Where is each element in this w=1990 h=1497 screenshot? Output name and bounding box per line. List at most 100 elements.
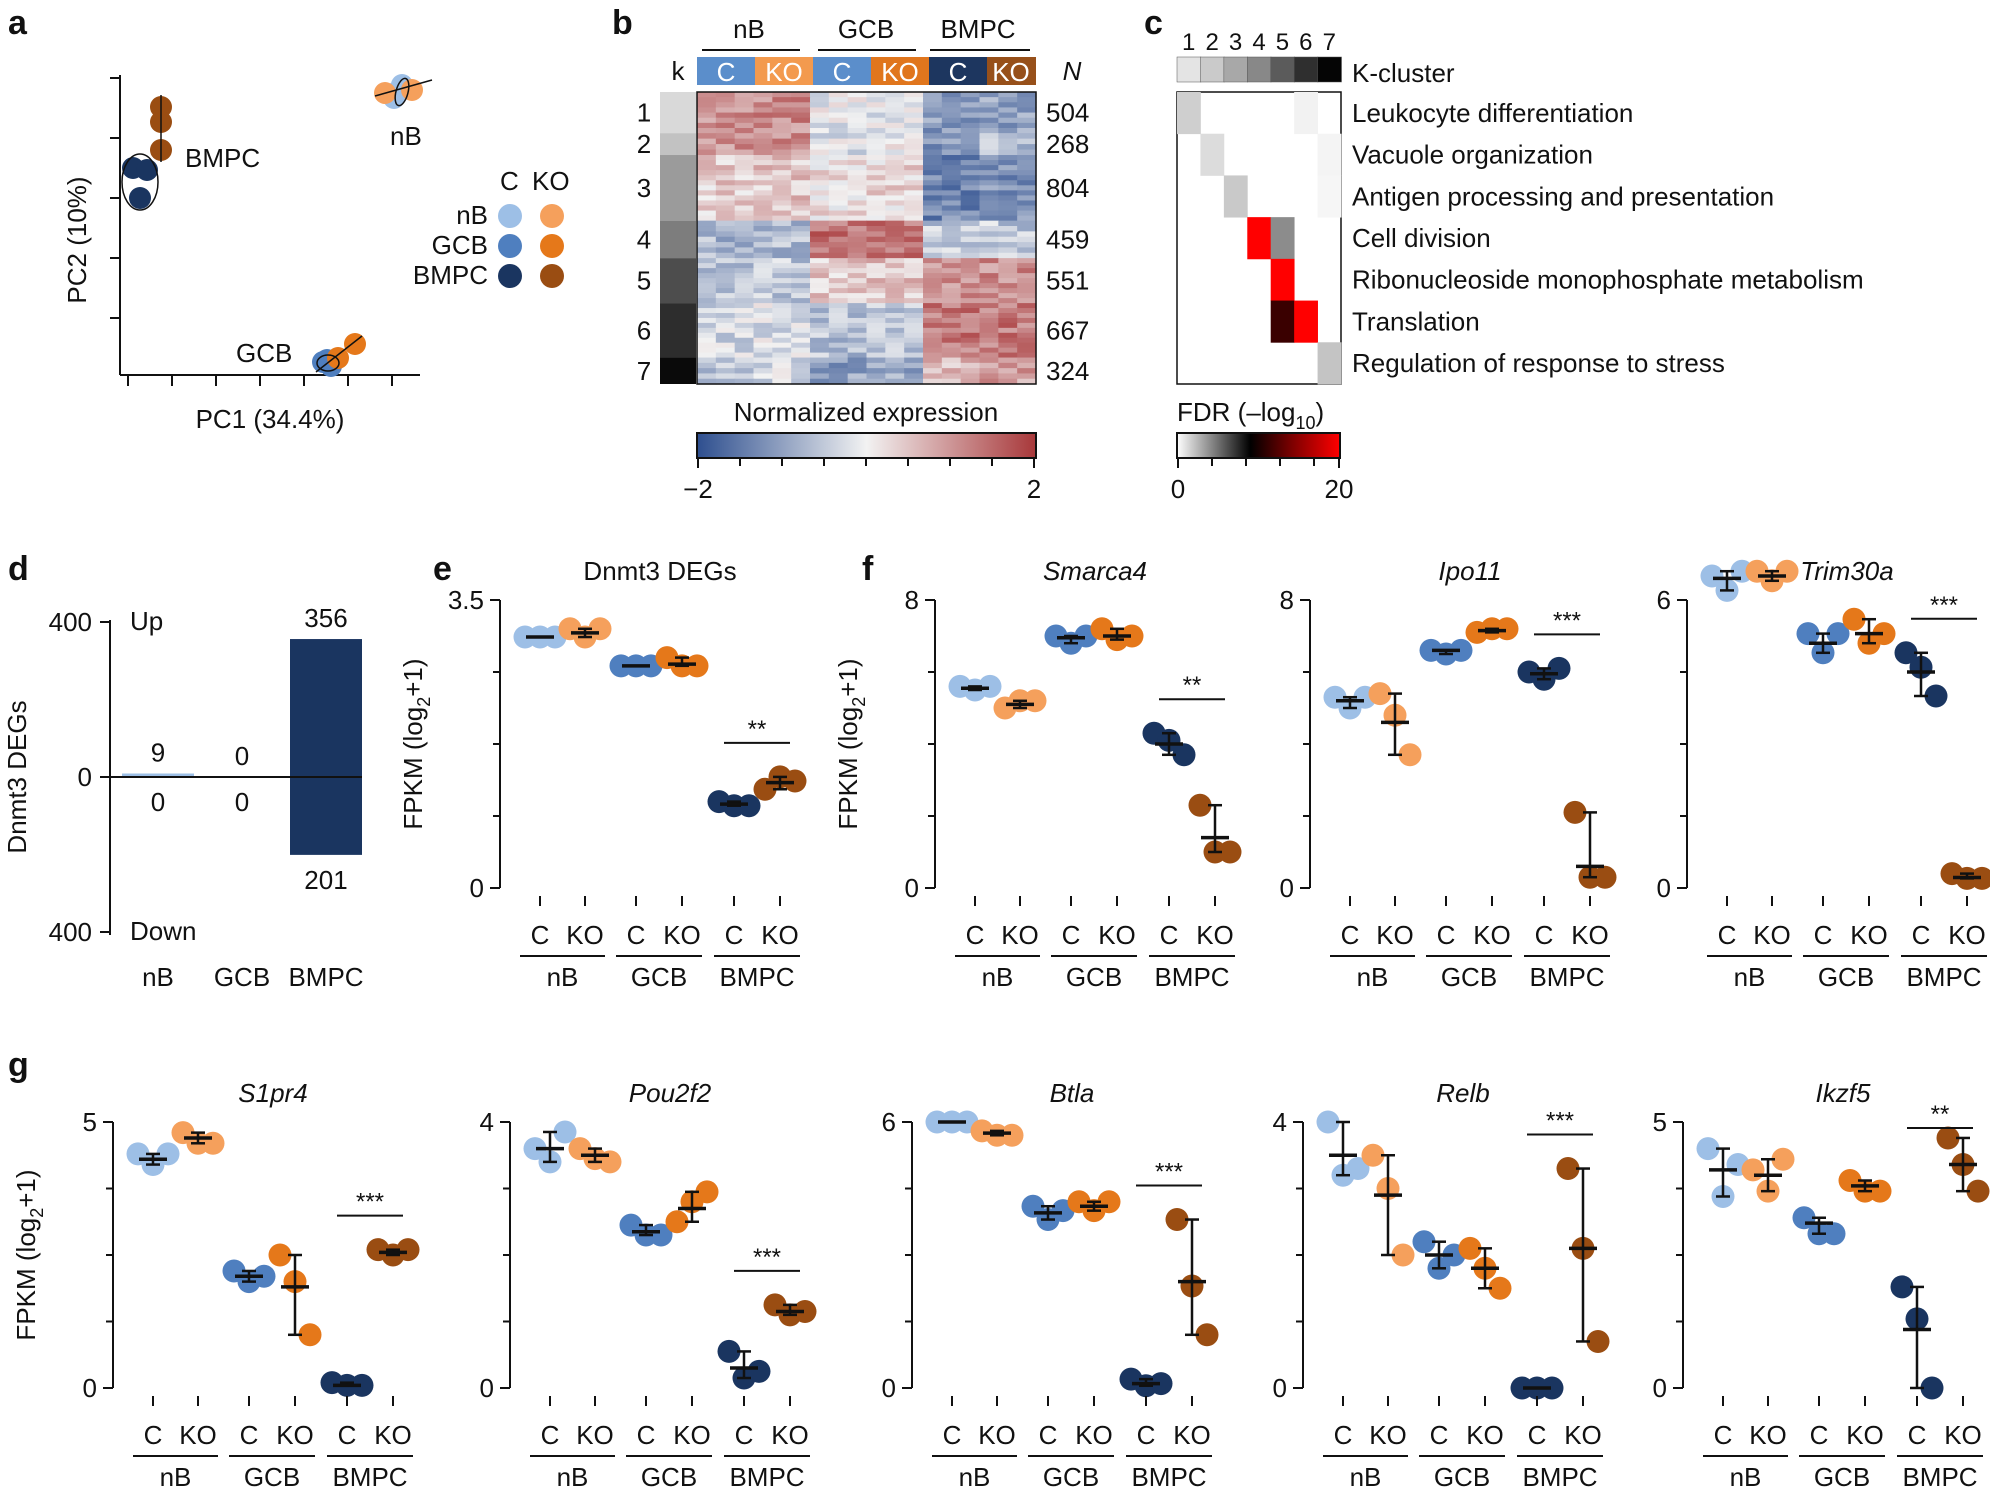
legend-row-bmpc: BMPC (413, 260, 488, 290)
heatmap-cell (904, 263, 924, 269)
heatmap-cell (866, 231, 886, 238)
pca-label-bmpc: BMPC (185, 143, 260, 173)
heatmap-cell (904, 205, 924, 212)
heatmap-cell (772, 220, 792, 227)
heatmap-cell (847, 144, 868, 151)
heatmap-cell (941, 195, 962, 202)
heatmap-cluster-size: 324 (1046, 356, 1089, 386)
dot-panel-g1: 5 0 FPKM (log2+1) S1pr4 *** C KO C KO C KO nB GCB BMP… (11, 1078, 420, 1492)
heatmap-cell (866, 258, 886, 264)
heatmap-cell (753, 342, 773, 349)
heatmap-cell (753, 352, 773, 359)
panel-a: a PC1 (34.4%) PC2 (10%) BMPC nB GCB C KO… (8, 4, 570, 434)
heatmap-cell (885, 102, 905, 109)
heatmap-cell (904, 92, 924, 98)
data-point (1398, 743, 1422, 767)
heatmap-cell (998, 185, 1018, 191)
data-point (1890, 1275, 1914, 1299)
heatmap-cell (753, 122, 773, 129)
heatmap-cell (828, 112, 849, 119)
heatmap-cell (791, 160, 811, 166)
heatmap-cell (753, 378, 773, 385)
heatmap-cell (998, 133, 1018, 140)
heatmap-cell (772, 337, 792, 344)
heatmap-cell (810, 165, 830, 171)
heatmap-cell (941, 362, 962, 369)
dot-panel-g4: 4 0 Relb *** C KO C KO C KO nB GCB BMPC (1273, 1078, 1610, 1492)
heatmap-cell (715, 362, 736, 369)
heatmap-cell (923, 288, 943, 294)
deg-ytick-top: 400 (49, 607, 92, 637)
heatmap-cell (734, 144, 755, 151)
heatmap-cell (923, 273, 943, 279)
kcluster-number: 4 (1252, 29, 1265, 56)
heatmap-cell (715, 138, 736, 145)
heatmap-cell (1017, 373, 1037, 380)
heatmap-cell (772, 195, 792, 202)
heatmap-cell (734, 317, 755, 324)
heatmap-cell (923, 352, 943, 359)
pca-y-label: PC2 (10%) (62, 176, 92, 303)
heatmap-cell (866, 210, 886, 217)
heatmap-cell (1017, 313, 1037, 319)
heatmap-cell (979, 303, 999, 309)
heatmap-cell (697, 342, 717, 349)
heatmap-cell (866, 242, 886, 249)
deg-value-up: 0 (235, 741, 249, 771)
y-axis-label: FPKM (log2+1) (833, 658, 869, 829)
x-condition-label: C (1062, 920, 1081, 950)
heatmap-cell (753, 165, 773, 171)
heatmap-colorbar-min: −2 (683, 474, 713, 504)
heatmap-cell (828, 288, 849, 294)
heatmap-cell (923, 327, 943, 334)
heatmap-cell (791, 362, 811, 369)
heatmap-cell (904, 102, 924, 109)
x-group-label: nB (982, 962, 1014, 992)
heatmap-cell (998, 160, 1018, 166)
heatmap-cell (697, 107, 717, 114)
legend-dot-nb-ko (540, 204, 564, 228)
x-group-label: GCB (1441, 962, 1497, 992)
heatmap-cell (941, 190, 962, 197)
heatmap-cell (715, 160, 736, 166)
heatmap-cell (923, 102, 943, 109)
heatmap-cell (979, 138, 999, 145)
heatmap-cell (941, 288, 962, 294)
heatmap-cell (979, 258, 999, 264)
heatmap-cell (772, 378, 792, 385)
heatmap-cell (885, 138, 905, 145)
heatmap-cell (941, 107, 962, 114)
heatmap-cell (979, 263, 999, 269)
heatmap-cell (791, 263, 811, 269)
heatmap-cell (979, 308, 999, 314)
heatmap-cell (810, 138, 830, 145)
kcluster-number: 2 (1205, 29, 1218, 56)
heatmap-cell (904, 288, 924, 294)
heatmap-cell (998, 92, 1018, 98)
heatmap-cell (791, 165, 811, 171)
y-tick-label-top: 6 (1657, 585, 1671, 615)
heatmap-cell (998, 149, 1018, 156)
heatmap-cell (791, 278, 811, 284)
heatmap-cell (866, 263, 886, 269)
heatmap-cell (734, 117, 755, 124)
data-point (1936, 1126, 1960, 1150)
heatmap-cell (697, 298, 717, 304)
heatmap-cell (923, 283, 943, 289)
dot-panel-f3: 6 0 Trim30a *** C KO C KO C KO nB GCB BMPC (1657, 556, 1990, 992)
heatmap-cell (979, 337, 999, 344)
heatmap-cell (697, 155, 717, 161)
pca-label-gcb: GCB (236, 338, 292, 368)
heatmap-cell (1017, 231, 1037, 238)
heatmap-cell (960, 236, 981, 243)
fdr-colorbar-ticks (1177, 458, 1340, 468)
heatmap-cell (697, 247, 717, 254)
data-point (252, 1264, 276, 1288)
heatmap-cell (885, 288, 905, 294)
heatmap-cell (734, 273, 755, 279)
heatmap-cell (828, 160, 849, 166)
heatmap-cell (885, 220, 905, 227)
heatmap-cell (923, 252, 943, 259)
heatmap-cell (810, 175, 830, 181)
heatmap-cell (979, 231, 999, 238)
